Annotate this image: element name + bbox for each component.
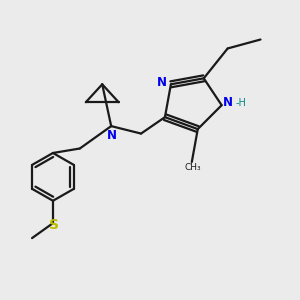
Text: CH₃: CH₃ [185,164,202,172]
Text: N: N [107,129,117,142]
Text: N: N [157,76,167,89]
Text: -H: -H [236,98,247,108]
Text: N: N [223,96,233,109]
Text: S: S [50,218,59,232]
